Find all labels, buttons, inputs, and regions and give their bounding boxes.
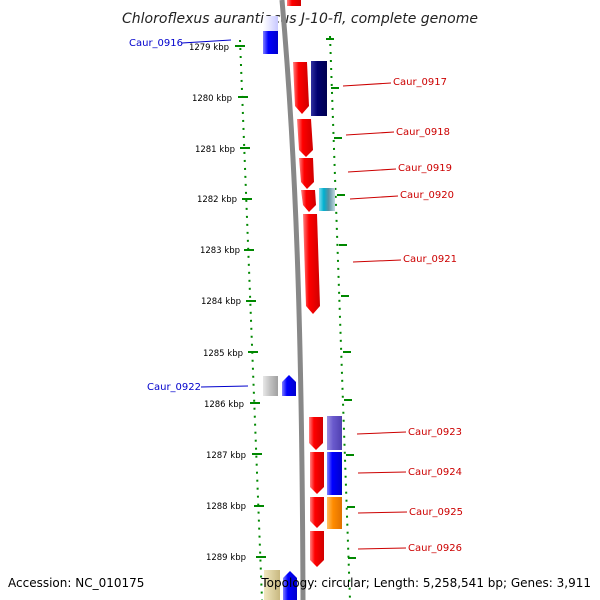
tick-label: 1281 kbp: [195, 145, 235, 155]
category-box: [319, 188, 335, 211]
category-box: [327, 497, 342, 529]
category-box: [327, 416, 342, 450]
tick-1287: 1287 kbp: [206, 451, 354, 461]
tick-1289: 1289 kbp: [206, 553, 356, 563]
gene-labels: Caur_0916 Caur_0917 Caur_0918 Caur_0919 …: [129, 38, 463, 554]
gene-caur-0917[interactable]: [293, 62, 309, 114]
left-outer-ruler: [239, 39, 263, 600]
tick-1282: 1282 kbp: [197, 194, 345, 205]
category-track: [311, 61, 342, 529]
map-title: Chloroflexus aurantiacus J-10-fl, comple…: [122, 11, 478, 27]
tick-1283: 1283 kbp: [200, 244, 347, 256]
tick-label: 1280 kbp: [192, 94, 232, 104]
scale-ticks: 1279 kbp 1280 kbp 1281 kbp 1282 kbp 1283…: [189, 38, 356, 563]
gene-label-caur-0919[interactable]: Caur_0919: [398, 163, 452, 174]
gene-label-caur-0925[interactable]: Caur_0925: [409, 507, 463, 518]
partial-gene-bottom: [264, 570, 280, 600]
gene-caur-0920[interactable]: [301, 190, 316, 212]
gene-label-caur-0920[interactable]: Caur_0920: [400, 190, 454, 201]
tick-label: 1283 kbp: [200, 246, 240, 256]
forward-genes: [293, 62, 324, 567]
tick-label: 1279 kbp: [189, 43, 229, 53]
genome-summary-text: Topology: circular; Length: 5,258,541 bp…: [260, 576, 591, 590]
tick-1281: 1281 kbp: [195, 137, 342, 155]
gene-caur-0918[interactable]: [297, 119, 313, 157]
gene-label-caur-0918[interactable]: Caur_0918: [396, 127, 450, 138]
gene-caur-0926[interactable]: [310, 531, 324, 567]
gene-label-caur-0916[interactable]: Caur_0916: [129, 38, 183, 49]
reverse-genes: [263, 16, 297, 600]
dotted-rulers: [239, 35, 351, 600]
gene-label-caur-0923[interactable]: Caur_0923: [408, 427, 462, 438]
gene-caur-0922[interactable]: [282, 375, 296, 396]
tick-label: 1282 kbp: [197, 195, 237, 205]
tick-label: 1288 kbp: [206, 502, 246, 512]
tick-1284: 1284 kbp: [201, 295, 349, 307]
gene-caur-0919[interactable]: [299, 158, 314, 189]
tick-label: 1286 kbp: [204, 400, 244, 410]
category-box: [311, 61, 327, 116]
tick-label: 1285 kbp: [203, 349, 243, 359]
accession-text: Accession: NC_010175: [8, 576, 144, 590]
category-box: [327, 452, 342, 495]
genome-backbone: [279, 0, 306, 600]
gene-label-caur-0922[interactable]: Caur_0922: [147, 382, 201, 393]
gene-caur-0922-box: [263, 376, 278, 396]
tick-1280: 1280 kbp: [192, 87, 339, 104]
gene-label-caur-0924[interactable]: Caur_0924: [408, 467, 462, 478]
partial-gene-top: [287, 0, 301, 6]
gene-caur-0921[interactable]: [303, 214, 320, 314]
tick-label: 1284 kbp: [201, 297, 241, 307]
tick-1288: 1288 kbp: [206, 502, 355, 512]
gene-caur-0923[interactable]: [309, 417, 323, 450]
partial-gene-bottom-blue: [283, 571, 297, 600]
gene-caur-0916[interactable]: [263, 31, 278, 54]
gene-label-caur-0926[interactable]: Caur_0926: [408, 543, 462, 554]
gene-caur-0925[interactable]: [310, 497, 324, 528]
gene-label-caur-0917[interactable]: Caur_0917: [393, 77, 447, 88]
tick-1279: 1279 kbp: [189, 38, 334, 53]
gene-label-caur-0921[interactable]: Caur_0921: [403, 254, 457, 265]
tick-label: 1287 kbp: [206, 451, 246, 461]
tick-label: 1289 kbp: [206, 553, 246, 563]
gene-caur-0916-box: [263, 16, 278, 34]
gene-caur-0924[interactable]: [310, 452, 324, 494]
tick-1285: 1285 kbp: [203, 349, 351, 359]
tick-1286: 1286 kbp: [204, 399, 352, 410]
